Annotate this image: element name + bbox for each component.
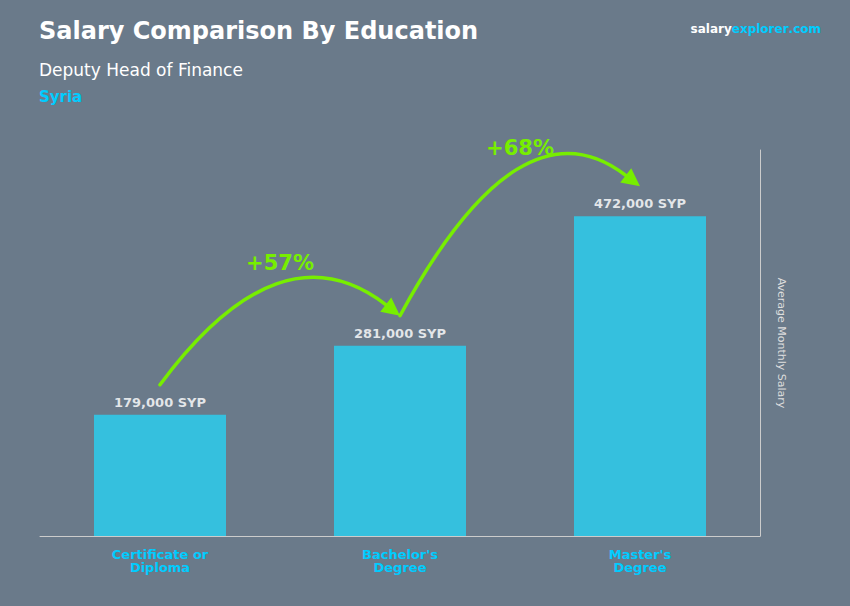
- svg-text:explorer: explorer: [732, 22, 789, 36]
- svg-text:281,000 SYP: 281,000 SYP: [354, 326, 446, 341]
- svg-text:+68%: +68%: [486, 136, 554, 160]
- svg-text:Degree: Degree: [374, 560, 427, 575]
- svg-text:179,000 SYP: 179,000 SYP: [114, 395, 206, 410]
- svg-text:Diploma: Diploma: [130, 560, 190, 575]
- svg-text:Degree: Degree: [614, 560, 667, 575]
- svg-text:472,000 SYP: 472,000 SYP: [594, 196, 686, 211]
- svg-text:Deputy Head of Finance: Deputy Head of Finance: [39, 60, 243, 80]
- svg-text:Master's: Master's: [608, 547, 672, 562]
- svg-text:Bachelor's: Bachelor's: [362, 547, 438, 562]
- svg-text:Average Monthly Salary: Average Monthly Salary: [775, 278, 788, 409]
- svg-text:Salary Comparison By Education: Salary Comparison By Education: [39, 17, 478, 45]
- svg-text:salary: salary: [691, 22, 732, 36]
- svg-text:Certificate or: Certificate or: [111, 547, 209, 562]
- svg-text:Syria: Syria: [39, 88, 82, 106]
- svg-text:.com: .com: [789, 22, 821, 36]
- svg-text:+57%: +57%: [246, 251, 314, 275]
